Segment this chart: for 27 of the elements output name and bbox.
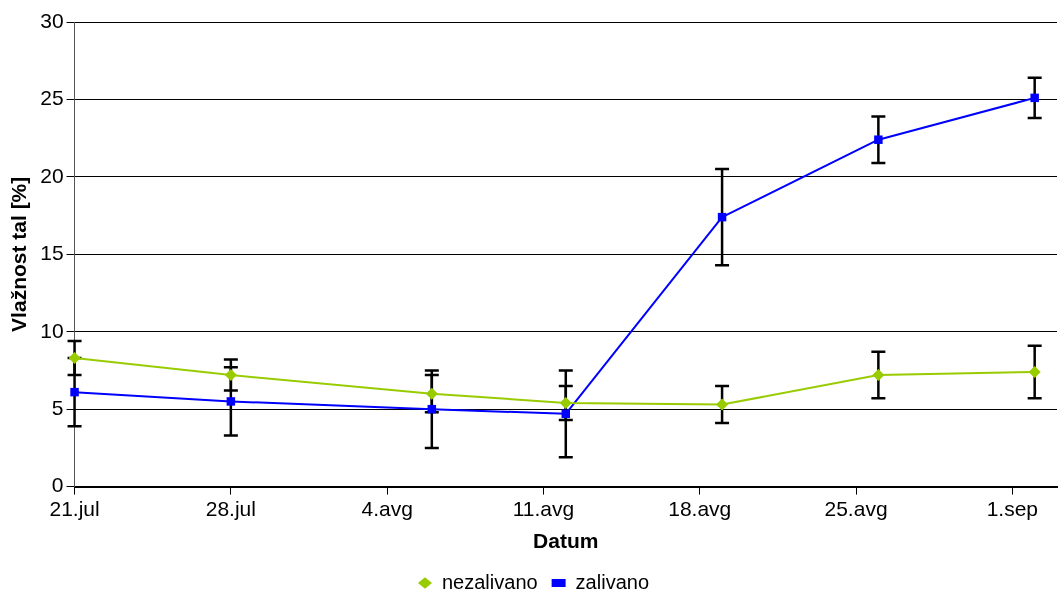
point xyxy=(1030,93,1039,103)
point xyxy=(224,369,237,382)
point xyxy=(1028,366,1041,378)
legend-label: nezalivano xyxy=(442,570,538,593)
x-tick-label: 1.sep xyxy=(986,497,1039,520)
y-tick-label: 25 xyxy=(40,86,64,110)
x-tick-label: 21.jul xyxy=(49,497,100,520)
point xyxy=(872,369,885,382)
point xyxy=(874,135,883,144)
legend-label: zalivano xyxy=(575,570,650,593)
x-tick-label: 4.avg xyxy=(361,497,413,520)
x-axis-title: Datum xyxy=(533,529,599,553)
x-tick-label: 11.avg xyxy=(512,497,575,520)
x-tick-label: 18.avg xyxy=(668,497,732,520)
y-axis-title: Vlažnost tal [%] xyxy=(7,176,31,332)
x-tick-label: 28.jul xyxy=(205,497,256,520)
y-tick-label: 20 xyxy=(40,163,64,187)
y-tick-label: 5 xyxy=(51,395,64,419)
y-tick-label: 10 xyxy=(40,318,64,342)
y-tick-label: 30 xyxy=(40,8,64,32)
point xyxy=(226,397,236,406)
point xyxy=(425,387,438,400)
point xyxy=(559,396,572,409)
y-tick-label: 0 xyxy=(51,473,64,497)
y-tick-label: 15 xyxy=(40,241,64,265)
x-tick-label: 25.avg xyxy=(824,497,888,520)
point xyxy=(716,398,729,411)
